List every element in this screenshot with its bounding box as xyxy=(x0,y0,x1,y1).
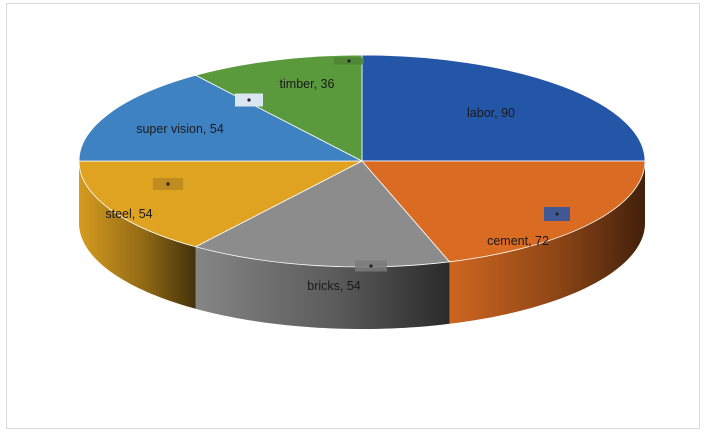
marker-dot-bricks xyxy=(369,264,373,268)
data-label-cement: cement, 72 xyxy=(487,234,549,248)
marker-dot-steel xyxy=(166,182,170,186)
pie-slice-super-vision xyxy=(78,74,363,162)
pie-slice-bricks xyxy=(194,160,451,268)
data-label-steel: steel, 54 xyxy=(105,207,152,221)
marker-dot-cement xyxy=(555,212,559,216)
data-label-super-vision: super vision, 54 xyxy=(136,122,224,136)
pie-side-shade-cement xyxy=(449,161,645,324)
pie-markers xyxy=(153,57,570,272)
data-label-timber: timber, 36 xyxy=(280,77,335,91)
data-label-labor: labor, 90 xyxy=(467,106,515,120)
marker-dot-super-vision xyxy=(247,98,251,102)
pie-side-shade-steel xyxy=(79,161,196,309)
pie-chart: labor, 90 cement, 72 bricks, 54 steel, 54 su… xyxy=(78,54,646,329)
pie-slice-labor xyxy=(361,54,646,162)
pie-slice-steel xyxy=(78,160,363,248)
data-label-bricks: bricks, 54 xyxy=(307,279,361,293)
pie-slice-timber xyxy=(194,54,363,162)
pie-tops xyxy=(78,54,646,268)
marker-dot-timber xyxy=(347,59,351,63)
chart-frame: labor, 90 cement, 72 bricks, 54 steel, 54 su… xyxy=(6,3,700,429)
pie-slice-cement xyxy=(361,160,646,263)
pie-labels: labor, 90 cement, 72 bricks, 54 steel, 54 su… xyxy=(105,77,549,293)
